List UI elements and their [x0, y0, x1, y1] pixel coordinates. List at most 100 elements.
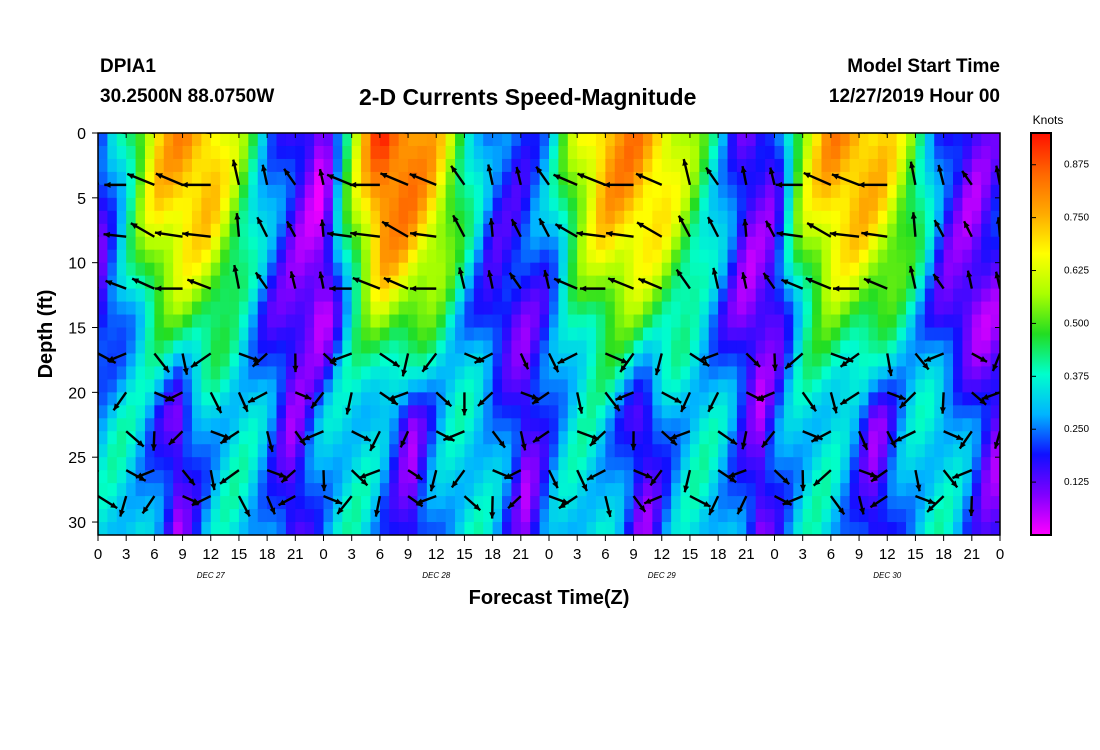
current-vector	[181, 231, 211, 238]
colorbar-tick-label: 0.500	[1064, 318, 1089, 329]
current-vector	[805, 277, 832, 290]
current-vector	[741, 272, 748, 289]
current-vector	[717, 469, 737, 484]
current-vector	[409, 285, 437, 292]
x-tick-label: 0	[319, 546, 327, 563]
current-vector	[782, 494, 804, 506]
current-vector	[256, 216, 269, 238]
date-label: DEC 30	[873, 571, 902, 580]
current-vector	[520, 391, 539, 400]
current-vector	[547, 133, 549, 134]
current-vector	[857, 430, 869, 451]
current-vector	[168, 430, 184, 446]
current-vector	[576, 392, 584, 414]
current-vector	[130, 222, 155, 238]
current-vector	[943, 430, 964, 441]
date-label: DEC 29	[648, 571, 677, 580]
current-vector	[942, 469, 959, 489]
current-vector	[999, 496, 1000, 498]
current-vector	[970, 133, 972, 134]
current-vector	[569, 133, 578, 135]
current-vector	[801, 391, 817, 412]
current-vector	[383, 276, 409, 290]
current-vector	[352, 276, 381, 290]
y-tick-label: 20	[68, 385, 86, 402]
current-vector	[863, 277, 888, 290]
current-vector	[350, 230, 381, 238]
current-vector	[761, 430, 776, 449]
current-vector	[861, 230, 888, 238]
current-vector	[886, 430, 897, 449]
current-vector	[538, 217, 551, 238]
current-vector	[409, 172, 437, 186]
x-tick-label: 18	[710, 546, 727, 563]
current-vector	[576, 230, 606, 238]
current-vector	[870, 469, 888, 483]
current-vector	[491, 430, 506, 449]
current-vector	[963, 220, 973, 238]
current-vector	[310, 391, 325, 410]
current-vector	[531, 391, 550, 405]
current-vector	[141, 495, 156, 515]
y-tick-label: 0	[77, 126, 86, 143]
current-vector	[649, 469, 663, 487]
current-vector	[231, 159, 241, 186]
current-vector	[488, 218, 495, 237]
current-vector	[266, 495, 276, 515]
current-vector	[150, 431, 157, 451]
chart-title: 2-D Currents Speed-Magnitude	[359, 84, 697, 110]
current-vector	[547, 352, 560, 373]
current-vector	[543, 269, 551, 289]
current-vector	[932, 273, 945, 290]
current-vector	[856, 133, 860, 135]
current-vector	[507, 495, 522, 510]
current-vector	[829, 392, 838, 414]
current-vector	[487, 270, 494, 289]
current-vector	[98, 495, 118, 510]
current-vector	[319, 219, 326, 237]
x-tick-label: 3	[348, 546, 356, 563]
colorbar-tick-label: 0.625	[1064, 266, 1089, 277]
current-vector	[784, 352, 804, 370]
colorbar-tick-label: 0.375	[1064, 371, 1089, 382]
current-vector	[415, 494, 437, 505]
current-vector	[237, 133, 239, 134]
current-vector	[98, 286, 99, 289]
current-vector	[833, 285, 860, 292]
current-vector	[993, 430, 1000, 450]
current-vector	[971, 391, 987, 406]
current-vector	[635, 172, 663, 186]
current-vector	[237, 495, 251, 518]
current-vector	[923, 352, 945, 363]
current-vector	[579, 285, 606, 292]
current-vector	[186, 278, 212, 290]
current-vector	[999, 470, 1000, 472]
current-vector	[153, 352, 171, 373]
current-vector	[473, 352, 494, 364]
current-vector	[745, 352, 761, 368]
current-vector	[839, 391, 860, 406]
current-vector	[399, 133, 409, 135]
current-vector	[421, 352, 438, 373]
current-vector	[857, 495, 866, 515]
current-vector	[630, 431, 637, 451]
current-vector	[771, 353, 778, 371]
current-vector	[254, 271, 269, 290]
current-vector	[603, 181, 634, 188]
current-vector	[369, 430, 381, 452]
current-vector	[708, 495, 720, 516]
date-label: DEC 28	[422, 571, 451, 580]
current-vector	[717, 430, 738, 446]
current-vector	[190, 352, 212, 369]
current-vector	[661, 391, 682, 404]
current-vector	[554, 223, 578, 238]
current-vector	[589, 430, 607, 447]
current-vector	[98, 392, 100, 397]
current-vector	[908, 265, 917, 289]
current-vector	[302, 430, 324, 442]
current-vector	[604, 391, 621, 412]
current-vector	[576, 469, 588, 492]
current-vector	[910, 212, 917, 237]
current-vector	[336, 495, 353, 515]
current-vector	[660, 430, 678, 446]
